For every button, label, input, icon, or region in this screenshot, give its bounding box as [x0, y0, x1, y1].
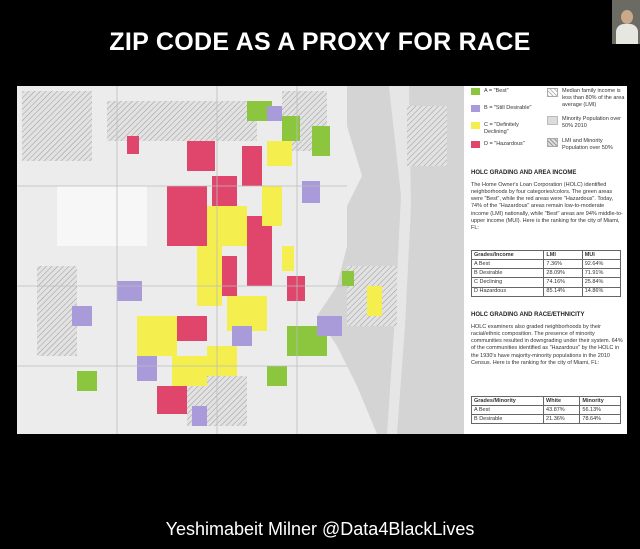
- legend-minority-label: Minority Population over 50% 2010: [562, 116, 622, 130]
- legend-d-swatch-icon: [471, 141, 480, 148]
- table-header: Grades/Minority: [470, 395, 545, 407]
- legend-a-label: A = "Best": [484, 88, 509, 94]
- presenter-thumbnail: [612, 0, 640, 44]
- table-header-row: Grades/Income LMI MUI: [470, 249, 622, 261]
- table-header: MUI: [581, 249, 622, 261]
- table-row: B Desirable 21.36% 78.64%: [470, 414, 621, 425]
- table-cell: 14.86%: [581, 286, 622, 297]
- lmi-zone: [22, 91, 92, 161]
- legend-lmi-swatch-icon: [547, 88, 558, 97]
- grade-c-areas: [137, 141, 382, 386]
- legend-lmi: Median family income is less than 80% of…: [547, 88, 625, 109]
- legend-d: D = "Hazardous": [471, 141, 543, 148]
- legend-minority: Minority Population over 50% 2010: [547, 116, 625, 130]
- table-cell: 25.84%: [581, 277, 622, 288]
- table-row: C Declining 74.16% 25.84%: [470, 277, 622, 288]
- lmi-zone: [107, 101, 257, 141]
- lmi-zone: [407, 106, 447, 166]
- table-row: A Best 7.36% 92.64%: [470, 259, 622, 270]
- legend-b-swatch-icon: [471, 105, 480, 112]
- table-cell: 78.64%: [579, 414, 621, 425]
- table-cell: 74.16%: [543, 277, 583, 288]
- legend-lmi-minority-label: LMI and Minority Population over 50%: [562, 138, 613, 152]
- legend-minority-swatch-icon: [547, 116, 558, 125]
- table-cell: A Best: [470, 405, 545, 416]
- legend-lmi-minority: LMI and Minority Population over 50%: [547, 138, 625, 152]
- presenter-body-icon: [616, 24, 638, 44]
- table-cell: B Desirable: [470, 268, 545, 279]
- holc-map: [17, 86, 464, 434]
- table-header: White: [543, 395, 581, 407]
- bay-water: [317, 86, 464, 434]
- presenter-head-icon: [621, 10, 633, 24]
- table-cell: D Hazardous: [470, 286, 545, 297]
- race-table: Grades/Minority White Minority A Best 43…: [470, 395, 621, 425]
- legend-a: A = "Best": [471, 88, 543, 95]
- table-row: B Desirable 28.09% 71.91%: [470, 268, 622, 279]
- grade-b-areas: [72, 106, 342, 426]
- table-cell: 28.09%: [543, 268, 583, 279]
- table-cell: B Desirable: [470, 414, 545, 425]
- legend-a-swatch-icon: [471, 88, 480, 95]
- table-header-row: Grades/Minority White Minority: [470, 395, 621, 407]
- table-cell: A Best: [470, 259, 545, 270]
- section2-heading: HOLC GRADING AND RACE/ETHNICITY: [471, 312, 585, 318]
- table-cell: 92.64%: [581, 259, 622, 270]
- table-header: Grades/Income: [470, 249, 545, 261]
- section1-heading: HOLC GRADING AND AREA INCOME: [471, 170, 577, 176]
- slide-title: ZIP CODE AS A PROXY FOR RACE: [109, 28, 531, 56]
- legend-lmi-label: Median family income is less than 80% of…: [562, 88, 625, 109]
- section1-body: The Home Owner's Loan Corporation (HOLC)…: [471, 182, 623, 231]
- table-header: LMI: [543, 249, 583, 261]
- legend-b: B = "Still Desirable": [471, 105, 543, 112]
- roads: [17, 86, 347, 434]
- section2-body: HOLC examiners also graded neighborhoods…: [471, 324, 623, 366]
- lmi-zone: [37, 266, 77, 356]
- slide-content: A = "Best" B = "Still Desirable" C = "De…: [17, 86, 627, 434]
- table-cell: 71.91%: [581, 268, 622, 279]
- table-cell: 43.87%: [543, 405, 581, 416]
- info-panel: A = "Best" B = "Still Desirable" C = "De…: [467, 86, 627, 434]
- airport-area: [57, 186, 147, 246]
- legend-d-label: D = "Hazardous": [484, 141, 525, 147]
- table-cell: 85.14%: [543, 286, 583, 297]
- table-row: A Best 43.87% 56.13%: [470, 405, 621, 416]
- legend-lmi-minority-swatch-icon: [547, 138, 558, 147]
- table-cell: C Declining: [470, 277, 545, 288]
- table-cell: 21.36%: [543, 414, 581, 425]
- footer-credit: Yeshimabeit Milner @Data4BlackLives: [165, 519, 475, 539]
- legend-b-label: B = "Still Desirable": [484, 105, 532, 111]
- table-cell: 56.13%: [579, 405, 621, 416]
- income-table: Grades/Income LMI MUI A Best 7.36% 92.64…: [470, 249, 622, 297]
- legend-c-swatch-icon: [471, 122, 480, 129]
- legend-c: C = "Definitely Declining": [471, 122, 543, 136]
- islands: [387, 86, 411, 434]
- table-cell: 7.36%: [543, 259, 583, 270]
- table-header: Minority: [579, 395, 621, 407]
- table-row: D Hazardous 85.14% 14.86%: [470, 286, 622, 297]
- legend-c-label: C = "Definitely Declining": [484, 122, 519, 136]
